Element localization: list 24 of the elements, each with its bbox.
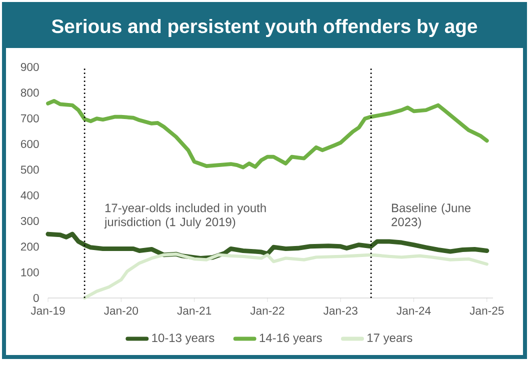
y-tick-label: 200 xyxy=(20,242,39,251)
y-tick-label: 500 xyxy=(20,166,39,174)
y-tick-label: 700 xyxy=(20,114,39,122)
y-tick-label: 600 xyxy=(20,140,39,148)
y-tick-label: 900 xyxy=(20,63,39,72)
y-tick-label: 800 xyxy=(20,88,39,97)
x-tick-label: Jan-22 xyxy=(250,306,284,315)
x-tick-label: Jan-19 xyxy=(30,306,65,315)
legend-label: 10-13 years xyxy=(152,334,214,344)
y-tick-label: 100 xyxy=(21,268,39,276)
x-tick-label: Jan-21 xyxy=(177,306,212,315)
line-series xyxy=(82,252,488,300)
ref-line-label: Baseline (June 2023) xyxy=(392,203,471,229)
x-tick-label: Jan-23 xyxy=(323,306,358,315)
x-tick-label: Jan-24 xyxy=(396,306,431,315)
x-tick-label: Jan-20 xyxy=(104,306,138,315)
x-tick-label: Jan-25 xyxy=(470,306,504,315)
y-tick-label: 400 xyxy=(20,191,39,200)
legend-label: 17 years xyxy=(368,334,412,344)
y-tick-label: 0 xyxy=(33,294,39,302)
y-tick-label: 300 xyxy=(20,216,39,225)
chart-title: Serious and persistent youth offenders by age xyxy=(52,18,478,38)
legend-label: 14-16 years xyxy=(260,334,322,344)
ref-line-label: 17-year-olds included in youth jurisdiction (1 July 2019) xyxy=(104,203,266,229)
